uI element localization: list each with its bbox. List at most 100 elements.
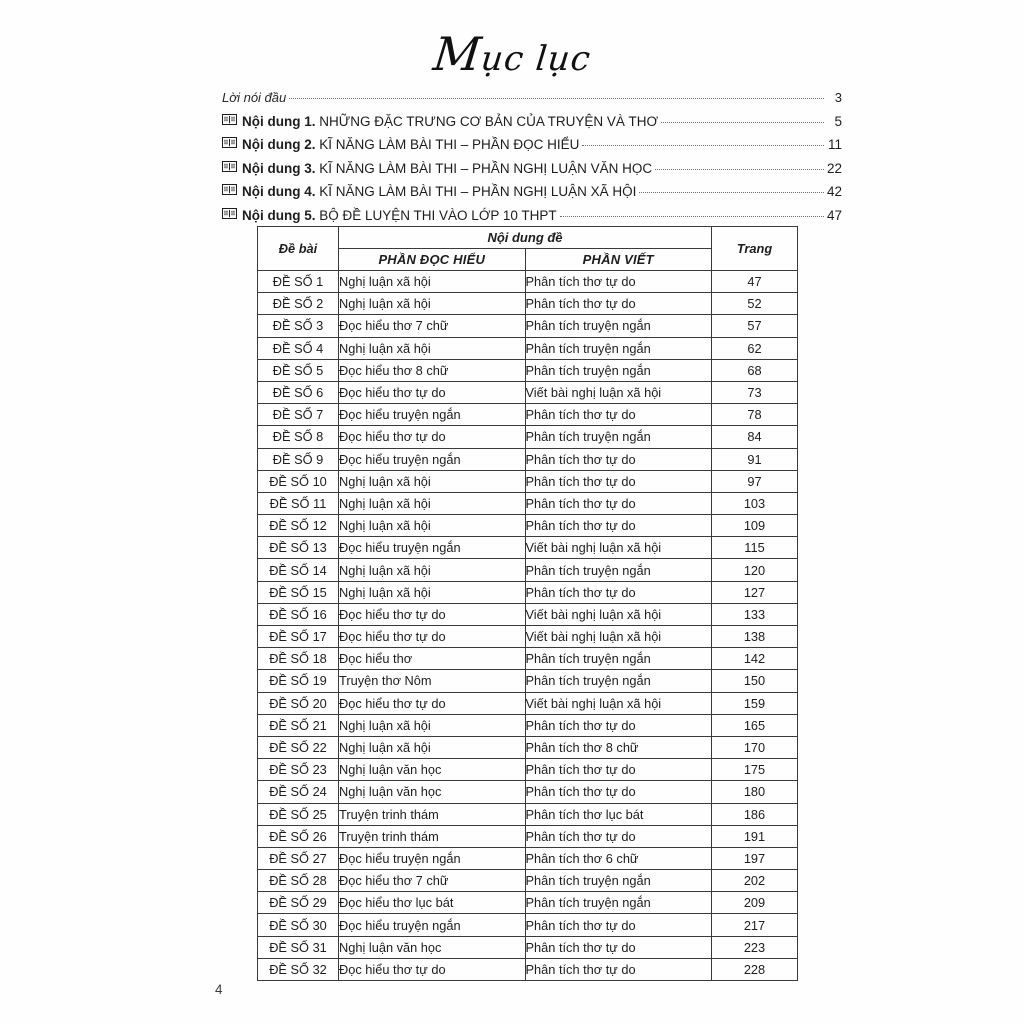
table-row[interactable]: ĐỀ SỐ 3 Đọc hiểu thơ 7 chữ Phân tích truyệ… xyxy=(257,314,798,338)
table-row[interactable]: ĐỀ SỐ 1 Nghị luận xã hội Phân tích thơ tự … xyxy=(257,269,798,294)
toc-entry-prefix: Nội dung 1. xyxy=(242,113,316,129)
cell-phan-viet: Phân tích truyện ngắn xyxy=(524,669,712,693)
table-row[interactable]: ĐỀ SỐ 7 Đọc hiểu truyện ngắn Phân tích thơ… xyxy=(257,403,798,427)
cell-phan-doc-hieu: Đọc hiểu truyện ngắn xyxy=(338,913,526,937)
toc-entry-1[interactable]: Nội dung 1. NHỮNG ĐẶC TRƯNG CƠ BẢN CỦA T… xyxy=(222,110,842,134)
table-header: Đề bài Nội dung đề Trang PHẦN ĐỌC HIỂU P… xyxy=(257,226,798,271)
toc-entry-title: KĨ NĂNG LÀM BÀI THI – PHẦN NGHỊ LUẬN VĂN… xyxy=(319,160,653,176)
table-row[interactable]: ĐỀ SỐ 18 Đọc hiểu thơ Phân tích truyện ngắ… xyxy=(257,647,798,671)
table-row[interactable]: ĐỀ SỐ 6 Đọc hiểu thơ tự do Viết bài nghị l… xyxy=(257,380,798,405)
table-row[interactable]: ĐỀ SỐ 25 Truyện trinh thám Phân tích thơ l… xyxy=(257,802,798,826)
toc-entry-title: BỘ ĐỀ LUYỆN THI VÀO LỚP 10 THPT xyxy=(319,207,557,223)
cell-de-bai: ĐỀ SỐ 23 xyxy=(257,758,339,782)
table-of-contents: Lời nói đầu 3 Nội dung 1. NHỮNG ĐẶC TRƯN… xyxy=(222,86,842,227)
open-book-icon xyxy=(222,113,237,125)
table-row[interactable]: ĐỀ SỐ 19 Truyện thơ Nôm Phân tích truyện n… xyxy=(257,669,798,693)
toc-entry-page: 3 xyxy=(834,90,842,105)
table-row[interactable]: ĐỀ SỐ 23 Nghị luận văn học Phân tích thơ t… xyxy=(257,758,798,782)
page-number: 4 xyxy=(215,982,223,997)
open-book-icon xyxy=(222,207,237,219)
cell-phan-viet: Phân tích truyện ngắn xyxy=(524,869,712,893)
cell-trang: 186 xyxy=(711,802,798,826)
cell-phan-viet: Viết bài nghị luận xã hội xyxy=(524,380,712,405)
cell-trang: 209 xyxy=(711,891,798,915)
cell-phan-doc-hieu: Đọc hiểu thơ tự do xyxy=(338,691,526,715)
table-row[interactable]: ĐỀ SỐ 13 Đọc hiểu truyện ngắn Viết bài ngh… xyxy=(257,536,798,560)
table-row[interactable]: ĐỀ SỐ 31 Nghị luận văn học Phân tích thơ t… xyxy=(257,935,798,959)
cell-phan-doc-hieu: Đọc hiểu thơ xyxy=(338,647,526,671)
table-row[interactable]: ĐỀ SỐ 26 Truyện trinh thám Phân tích thơ t… xyxy=(257,824,798,848)
page-title-rest: ục lục xyxy=(479,39,593,79)
table-row[interactable]: ĐỀ SỐ 8 Đọc hiểu thơ tự do Phân tích truyệ… xyxy=(257,425,798,449)
cell-phan-doc-hieu: Nghị luận xã hội xyxy=(338,491,526,516)
cell-phan-viet: Phân tích truyện ngắn xyxy=(524,358,712,382)
cell-de-bai: ĐỀ SỐ 19 xyxy=(257,669,339,693)
open-book-icon xyxy=(222,137,237,148)
table-row[interactable]: ĐỀ SỐ 30 Đọc hiểu truyện ngắn Phân tích th… xyxy=(257,913,798,937)
toc-entry-4[interactable]: Nội dung 4. KĨ NĂNG LÀM BÀI THI – PHẦN N… xyxy=(222,180,842,204)
dot-leader xyxy=(559,215,824,217)
table-row[interactable]: ĐỀ SỐ 24 Nghị luận văn học Phân tích thơ t… xyxy=(257,780,798,804)
table-row[interactable]: ĐỀ SỐ 4 Nghị luận xã hội Phân tích truyện … xyxy=(257,336,798,360)
cell-trang: 78 xyxy=(711,403,798,427)
table-row[interactable]: ĐỀ SỐ 12 Nghị luận xã hội Phân tích thơ tự… xyxy=(257,514,798,538)
toc-entry-label: Nội dung 1. NHỮNG ĐẶC TRƯNG CƠ BẢN CỦA T… xyxy=(242,110,658,134)
toc-entry-2[interactable]: Nội dung 2. KĨ NĂNG LÀM BÀI THI – PHẦN Đ… xyxy=(222,133,842,157)
toc-entry-title: NHỮNG ĐẶC TRƯNG CƠ BẢN CỦA TRUYỆN VÀ THƠ xyxy=(319,113,659,129)
table-row[interactable]: ĐỀ SỐ 28 Đọc hiểu thơ 7 chữ Phân tích truy… xyxy=(257,869,798,893)
toc-entry-preface[interactable]: Lời nói đầu 3 xyxy=(222,86,842,110)
cell-phan-doc-hieu: Truyện thơ Nôm xyxy=(338,669,526,693)
table-row[interactable]: ĐỀ SỐ 10 Nghị luận xã hội Phân tích thơ tự… xyxy=(257,469,798,493)
cell-phan-viet: Phân tích thơ lục bát xyxy=(524,802,712,826)
cell-phan-viet: Phân tích truyện ngắn xyxy=(524,314,712,338)
toc-entry-label: Lời nói đầu xyxy=(222,90,287,105)
cell-phan-doc-hieu: Nghị luận văn học xyxy=(338,935,526,959)
toc-entry-prefix: Nội dung 5. xyxy=(242,207,316,223)
table-row[interactable]: ĐỀ SỐ 15 Nghị luận xã hội Phân tích thơ tự… xyxy=(257,580,798,604)
table-row[interactable]: ĐỀ SỐ 9 Đọc hiểu truyện ngắn Phân tích thơ… xyxy=(257,447,798,471)
cell-de-bai: ĐỀ SỐ 16 xyxy=(257,602,339,627)
table-row[interactable]: ĐỀ SỐ 32 Đọc hiểu thơ tự do Phân tích thơ … xyxy=(257,957,798,982)
cell-trang: 97 xyxy=(711,469,798,493)
toc-entry-3[interactable]: Nội dung 3. KĨ NĂNG LÀM BÀI THI – PHẦN N… xyxy=(222,157,842,181)
toc-entry-title: KĨ NĂNG LÀM BÀI THI – PHẦN ĐỌC HIỂU xyxy=(319,137,580,152)
cell-trang: 120 xyxy=(711,558,798,582)
cell-de-bai: ĐỀ SỐ 21 xyxy=(257,713,339,737)
table-row[interactable]: ĐỀ SỐ 2 Nghị luận xã hội Phân tích thơ tự … xyxy=(257,292,798,316)
cell-de-bai: ĐỀ SỐ 14 xyxy=(257,558,339,582)
cell-phan-doc-hieu: Nghị luận xã hội xyxy=(338,514,526,538)
table-row[interactable]: ĐỀ SỐ 16 Đọc hiểu thơ tự do Viết bài nghị … xyxy=(257,602,798,627)
table-row[interactable]: ĐỀ SỐ 11 Nghị luận xã hội Phân tích thơ tự… xyxy=(257,491,798,516)
cell-trang: 52 xyxy=(711,292,798,316)
cell-phan-viet: Phân tích thơ tự do xyxy=(524,824,712,848)
cell-de-bai: ĐỀ SỐ 20 xyxy=(257,691,339,715)
cell-de-bai: ĐỀ SỐ 10 xyxy=(257,469,339,493)
cell-phan-doc-hieu: Nghị luận xã hội xyxy=(338,292,526,316)
cell-phan-doc-hieu: Đọc hiểu truyện ngắn xyxy=(338,447,526,471)
toc-entry-label: Nội dung 3. KĨ NĂNG LÀM BÀI THI – PHẦN N… xyxy=(242,157,652,181)
table-row[interactable]: ĐỀ SỐ 5 Đọc hiểu thơ 8 chữ Phân tích truyệ… xyxy=(257,358,798,382)
cell-trang: 103 xyxy=(711,491,798,516)
cell-de-bai: ĐỀ SỐ 31 xyxy=(257,935,339,959)
cell-phan-doc-hieu: Đọc hiểu thơ 7 chữ xyxy=(338,869,526,893)
cell-de-bai: ĐỀ SỐ 5 xyxy=(257,358,339,382)
cell-de-bai: ĐỀ SỐ 32 xyxy=(257,957,339,982)
table-row[interactable]: ĐỀ SỐ 27 Đọc hiểu truyện ngắn Phân tích th… xyxy=(257,846,798,871)
cell-phan-viet: Viết bài nghị luận xã hội xyxy=(524,691,712,715)
cell-de-bai: ĐỀ SỐ 22 xyxy=(257,735,339,760)
cell-phan-viet: Phân tích thơ tự do xyxy=(524,935,712,959)
table-row[interactable]: ĐỀ SỐ 22 Nghị luận xã hội Phân tích thơ 8 … xyxy=(257,735,798,760)
table-row[interactable]: ĐỀ SỐ 21 Nghị luận xã hội Phân tích thơ tự… xyxy=(257,713,798,737)
table-row[interactable]: ĐỀ SỐ 20 Đọc hiểu thơ tự do Viết bài nghị … xyxy=(257,691,798,715)
table-row[interactable]: ĐỀ SỐ 17 Đọc hiểu thơ tự do Viết bài nghị … xyxy=(257,624,798,649)
cell-phan-viet: Phân tích truyện ngắn xyxy=(524,558,712,582)
cell-trang: 142 xyxy=(711,647,798,671)
cell-phan-viet: Phân tích thơ tự do xyxy=(524,514,712,538)
cell-trang: 202 xyxy=(711,869,798,893)
table-row[interactable]: ĐỀ SỐ 29 Đọc hiểu thơ lục bát Phân tích tr… xyxy=(257,891,798,915)
cell-trang: 84 xyxy=(711,425,798,449)
table-row[interactable]: ĐỀ SỐ 14 Nghị luận xã hội Phân tích truyện… xyxy=(257,558,798,582)
open-book-icon xyxy=(222,160,237,172)
cell-phan-viet: Phân tích truyện ngắn xyxy=(524,336,712,360)
toc-entry-5[interactable]: Nội dung 5. BỘ ĐỀ LUYỆN THI VÀO LỚP 10 T… xyxy=(222,204,842,228)
